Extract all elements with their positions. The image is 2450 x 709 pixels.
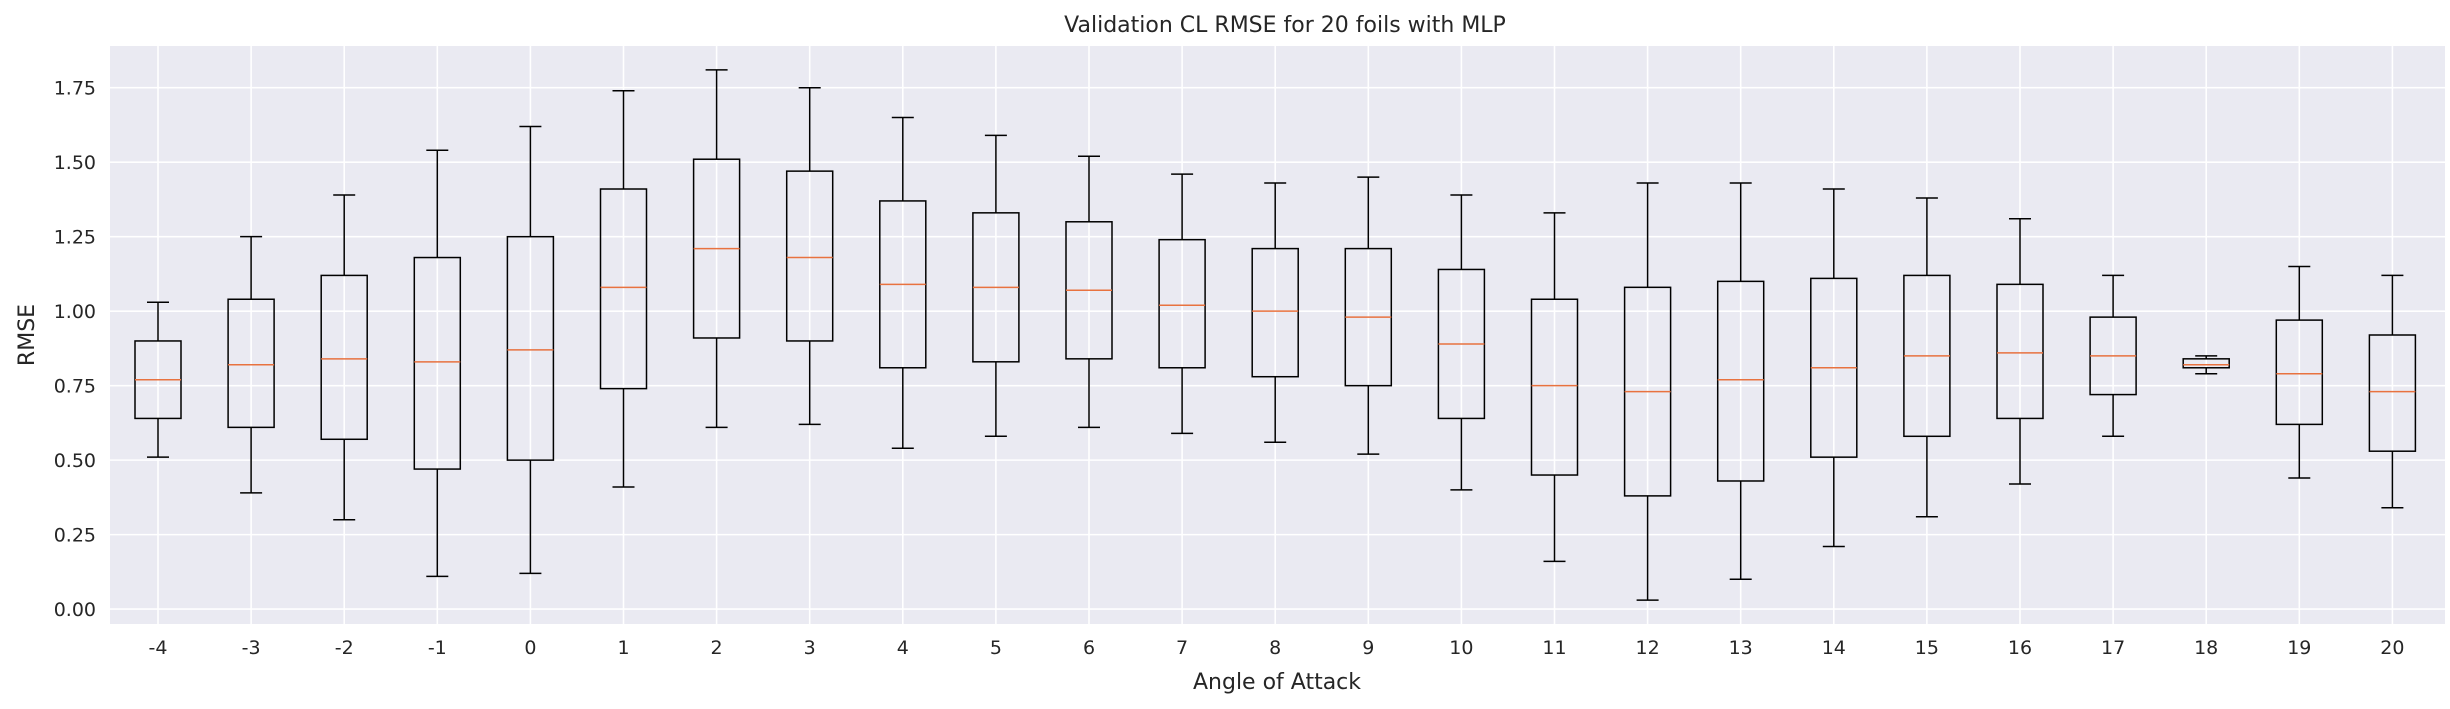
x-tick-label: 10 [1449, 637, 1473, 659]
plot-area [110, 46, 2445, 624]
x-tick-label: 16 [2008, 637, 2032, 659]
x-tick-label: -1 [428, 637, 447, 659]
x-tick-label: 15 [1915, 637, 1939, 659]
box-plot [879, 116, 927, 449]
x-tick-label: 20 [2380, 637, 2404, 659]
box [1251, 247, 1299, 378]
box-plot [227, 235, 275, 494]
x-tick-label: 6 [1083, 637, 1095, 659]
box [1716, 280, 1765, 482]
box-plot [1158, 173, 1206, 435]
y-axis-ticks: 0.00 0.25 0.50 0.75 1.00 1.25 1.50 1.75 [54, 78, 96, 621]
box [227, 298, 275, 429]
box-plot [1530, 212, 1579, 563]
grid-lines [110, 46, 2445, 624]
y-tick-label: 1.75 [54, 78, 96, 100]
x-axis-ticks: -4 -3 -2 -1 0 1 2 3 4 5 6 7 8 9 10 11 12 13 14 15 16 17 18 19 20 [149, 637, 2405, 659]
box-plot [1996, 218, 2044, 485]
x-tick-label: 4 [897, 637, 909, 659]
x-tick-label: 9 [1362, 637, 1374, 659]
box [506, 235, 555, 461]
y-axis-label: RMSE [15, 304, 40, 366]
box [320, 274, 368, 441]
y-tick-label: 0.00 [54, 599, 96, 621]
box-plot [134, 301, 182, 458]
box-plot [599, 89, 648, 488]
y-tick-label: 0.75 [54, 376, 96, 398]
box [2275, 319, 2324, 426]
x-tick-label: -3 [242, 637, 261, 659]
box-plot [1344, 176, 1393, 455]
x-axis-label: Angle of Attack [1193, 670, 1361, 695]
box [2368, 334, 2417, 452]
box-plot [2089, 274, 2137, 438]
y-tick-label: 1.00 [54, 301, 96, 323]
box-plot [413, 149, 462, 578]
box [1158, 238, 1206, 369]
x-tick-label: 11 [1542, 637, 1566, 659]
box-plot [1065, 155, 1113, 429]
x-tick-label: 12 [1636, 637, 1660, 659]
x-tick-label: 2 [711, 637, 723, 659]
x-tick-label: 3 [804, 637, 816, 659]
box [1996, 283, 2044, 420]
box-plot [1623, 182, 1672, 601]
x-tick-label: 5 [990, 637, 1002, 659]
x-tick-label: 7 [1176, 637, 1188, 659]
box-plot [320, 194, 368, 521]
box-plot [1716, 182, 1765, 581]
x-tick-label: 13 [1729, 637, 1753, 659]
x-tick-label: 18 [2194, 637, 2218, 659]
box [413, 256, 462, 470]
x-tick-label: 1 [617, 637, 629, 659]
x-tick-label: 8 [1269, 637, 1281, 659]
y-tick-label: 1.25 [54, 227, 96, 249]
box-plot [785, 86, 834, 426]
box-plot [2182, 355, 2230, 375]
box-plot [972, 134, 1020, 438]
box [599, 188, 648, 390]
box [1530, 298, 1579, 476]
box-plot [1437, 194, 1486, 491]
y-tick-label: 0.25 [54, 525, 96, 547]
box-plots [134, 69, 2417, 601]
box-plot [1810, 188, 1858, 548]
box-plot [2368, 274, 2417, 509]
box-plot [1903, 197, 1951, 518]
box [785, 170, 834, 342]
x-tick-label: 0 [524, 637, 536, 659]
x-tick-label: 14 [1822, 637, 1846, 659]
box-plot [1251, 182, 1299, 444]
x-tick-label: 17 [2101, 637, 2125, 659]
y-tick-label: 1.50 [54, 152, 96, 174]
chart-title: Validation CL RMSE for 20 foils with MLP [1064, 13, 1506, 38]
box-plot [2275, 265, 2324, 479]
box [2182, 358, 2230, 369]
y-tick-label: 0.50 [54, 450, 96, 472]
box-plot [692, 69, 741, 429]
x-tick-label: 19 [2287, 637, 2311, 659]
box-plot [506, 125, 555, 575]
x-tick-label: -2 [335, 637, 354, 659]
x-tick-label: -4 [149, 637, 168, 659]
